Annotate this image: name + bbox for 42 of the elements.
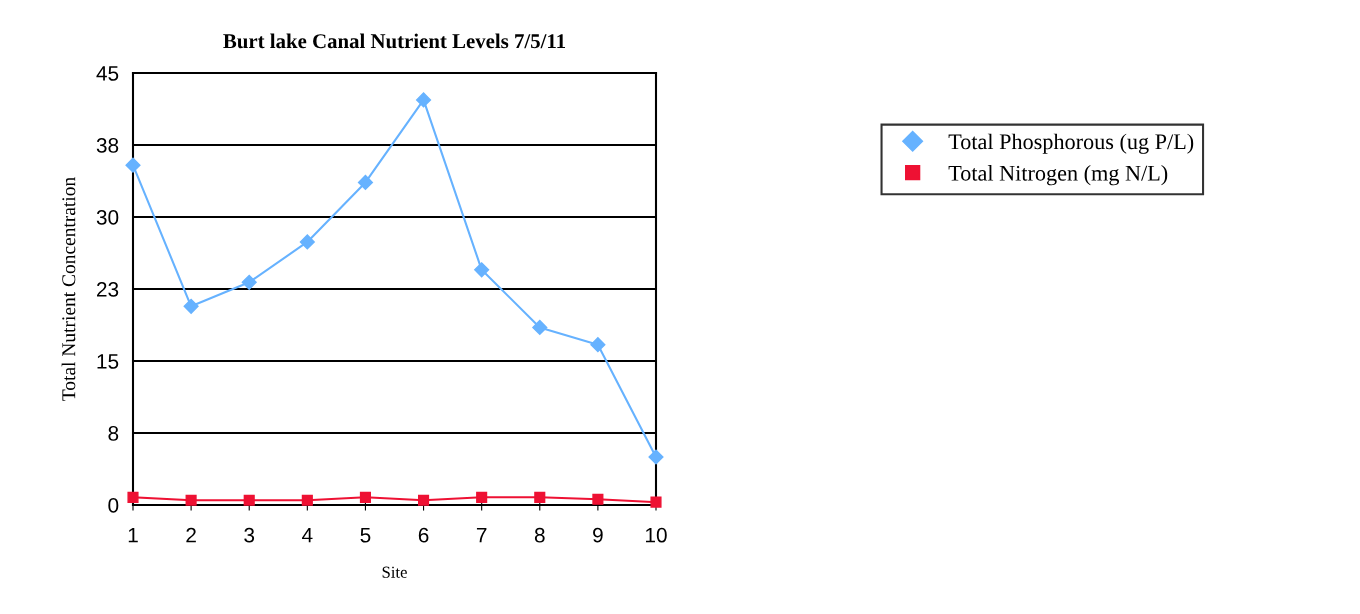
x-tick-label: 10 — [646, 527, 667, 543]
point — [417, 494, 430, 506]
x-tick-label: 4 — [302, 527, 313, 543]
point — [125, 157, 141, 173]
point — [474, 262, 490, 278]
x-axis-title: Site — [382, 566, 407, 578]
y-tick-label: 8 — [108, 426, 119, 441]
legend-label: Total Nitrogen (mg N/L) — [948, 165, 1168, 186]
x-tick-label: 5 — [360, 527, 371, 543]
point — [299, 234, 315, 250]
y-axis-title: Total Nutrient Concentration — [61, 177, 76, 401]
point — [648, 449, 664, 465]
point — [415, 92, 432, 108]
x-tick-label: 6 — [418, 527, 429, 543]
point — [476, 491, 488, 503]
point — [301, 494, 313, 506]
x-tick-label: 2 — [186, 527, 196, 543]
x-tick-label: 7 — [476, 527, 487, 543]
y-tick-label: 23 — [96, 282, 119, 297]
point — [357, 174, 374, 191]
point — [592, 493, 604, 505]
point — [183, 298, 199, 314]
point — [650, 496, 662, 508]
y-tick-label: 15 — [97, 354, 119, 369]
y-tick-label: 45 — [96, 66, 119, 81]
point — [532, 319, 548, 335]
point — [127, 491, 139, 503]
point — [534, 491, 546, 503]
x-tick-label: 1 — [128, 527, 138, 543]
point — [185, 494, 197, 506]
point — [590, 337, 606, 353]
chart-title: Burt lake Canal Nutrient Levels 7/5/11 — [223, 33, 566, 49]
point — [359, 491, 372, 503]
x-tick-label: 8 — [534, 527, 545, 543]
point — [241, 274, 257, 290]
y-tick-label: 0 — [108, 498, 119, 513]
x-tick-label: 9 — [593, 527, 603, 543]
point — [243, 494, 255, 506]
x-tick-label: 3 — [244, 527, 255, 543]
legend-label: Total Phosphorous (ug P/L) — [948, 133, 1194, 154]
y-tick-label: 38 — [96, 138, 119, 153]
y-tick-label: 30 — [96, 210, 119, 225]
